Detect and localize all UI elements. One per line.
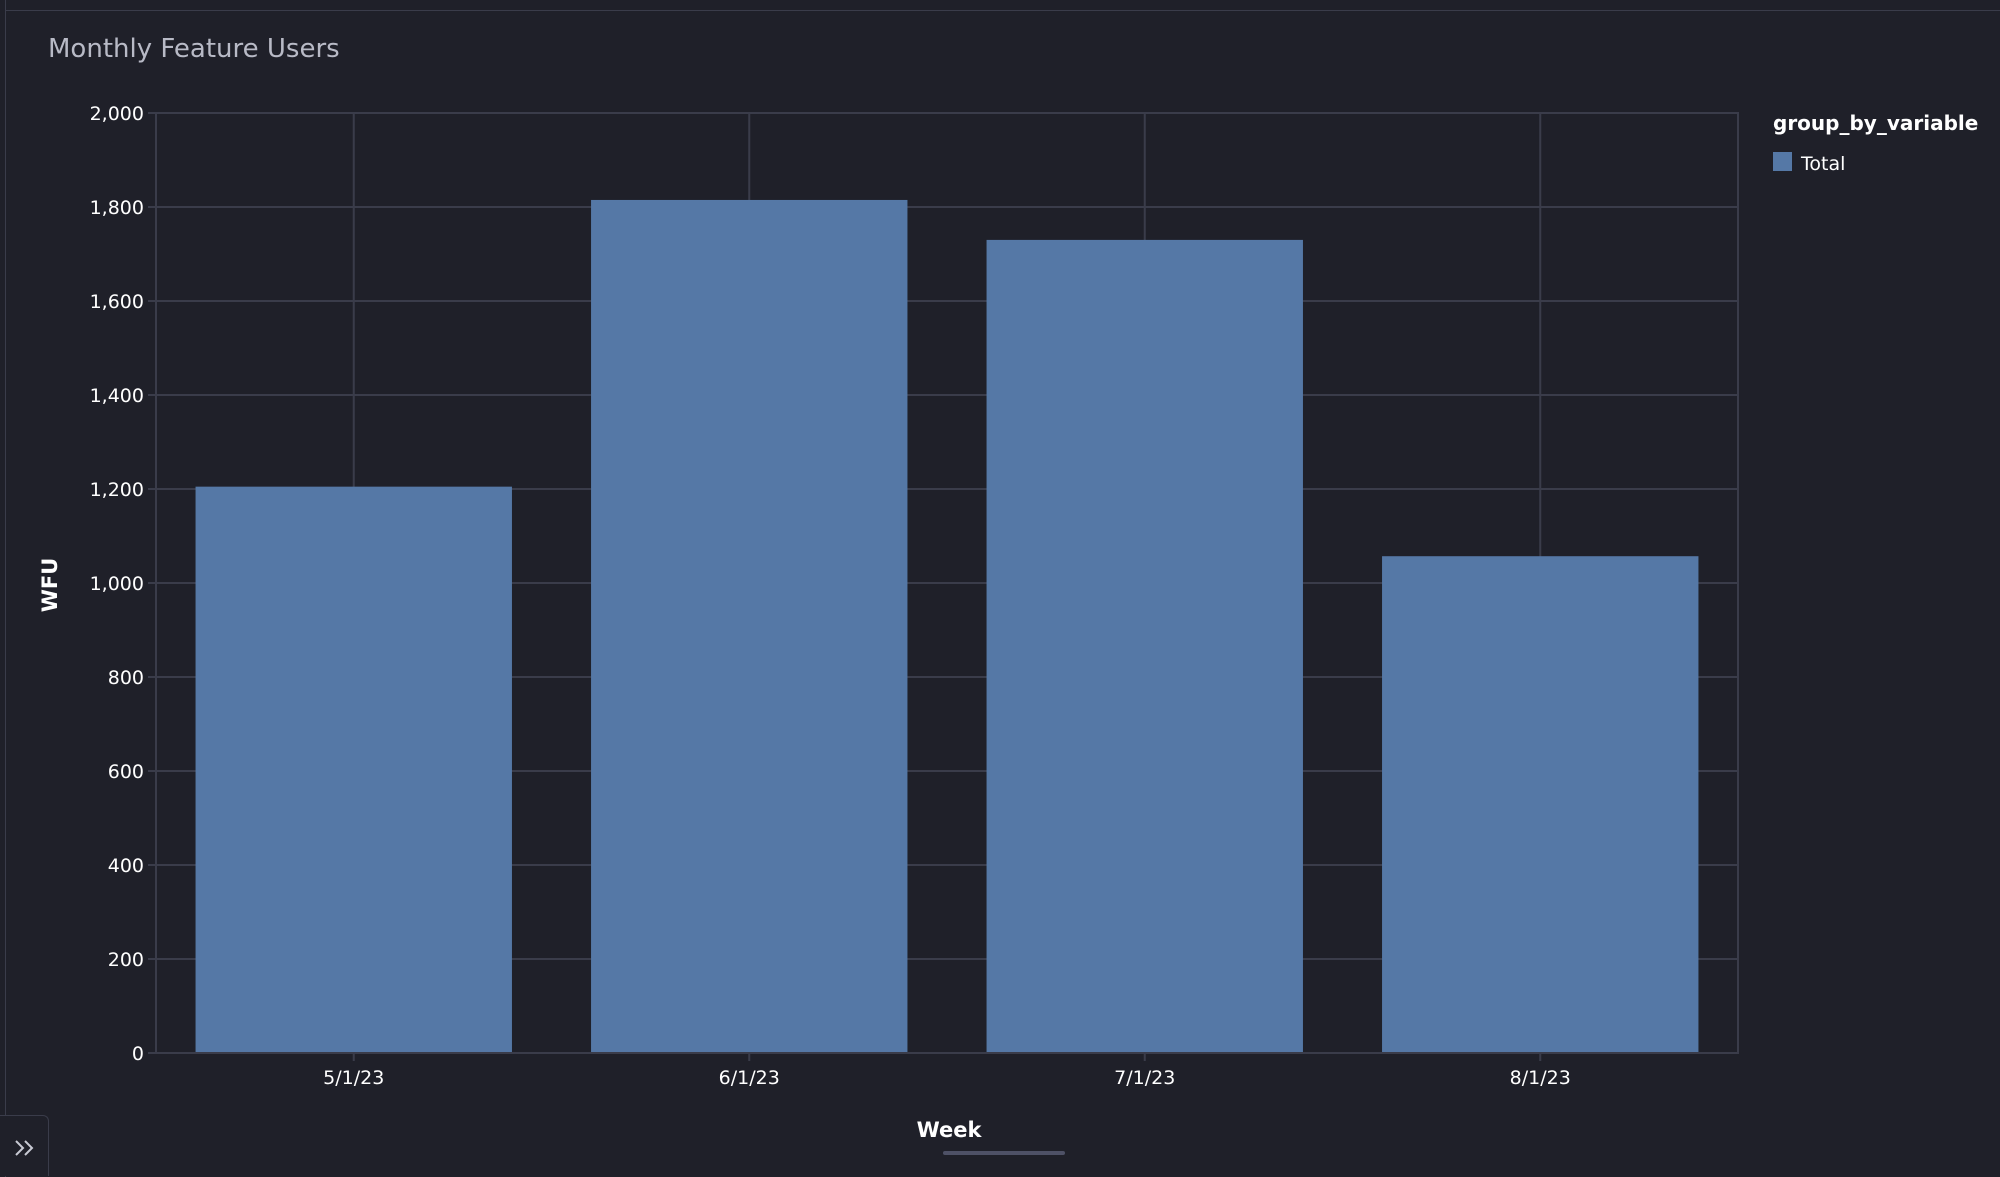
y-tick-label: 1,200: [90, 479, 144, 501]
x-axis-ticks: 5/1/23 6/1/23 7/1/23 8/1/23: [323, 1053, 1571, 1089]
chart-title: Monthly Feature Users: [48, 34, 340, 64]
y-tick-label: 800: [108, 667, 144, 689]
x-tick-label: 7/1/23: [1114, 1067, 1175, 1089]
legend-title: group_by_variable: [1773, 111, 1978, 135]
legend-item-total[interactable]: Total: [1773, 152, 1845, 175]
y-tick-label: 0: [132, 1043, 144, 1065]
bar[interactable]: [986, 239, 1303, 1053]
x-tick-label: 5/1/23: [323, 1067, 384, 1089]
bars: [195, 199, 1699, 1053]
bar[interactable]: [195, 486, 512, 1053]
legend-swatch: [1773, 152, 1792, 171]
y-tick-label: 600: [108, 761, 144, 783]
y-tick-label: 2,000: [90, 103, 144, 125]
x-tick-label: 8/1/23: [1510, 1067, 1571, 1089]
legend-label: Total: [1800, 153, 1845, 175]
bar[interactable]: [591, 199, 908, 1053]
y-tick-label: 1,000: [90, 573, 144, 595]
y-tick-label: 1,800: [90, 197, 144, 219]
panel-top-divider: [6, 10, 2000, 11]
y-tick-label: 200: [108, 949, 144, 971]
y-axis-ticks: 0 200 400 600 800 1,000 1,200 1,400 1,600 1,800 2,…: [90, 103, 156, 1065]
bar[interactable]: [1382, 556, 1699, 1053]
y-tick-label: 1,600: [90, 291, 144, 313]
scroll-handle[interactable]: [943, 1151, 1065, 1155]
double-chevron-right-icon: [15, 1140, 34, 1156]
y-axis-title: WFU: [38, 558, 62, 613]
x-axis-title: Week: [917, 1118, 983, 1142]
legend: group_by_variable Total: [1773, 111, 1978, 175]
expand-sidebar-button[interactable]: [0, 1115, 49, 1176]
y-tick-label: 1,400: [90, 385, 144, 407]
y-tick-label: 400: [108, 855, 144, 877]
x-tick-label: 6/1/23: [719, 1067, 780, 1089]
